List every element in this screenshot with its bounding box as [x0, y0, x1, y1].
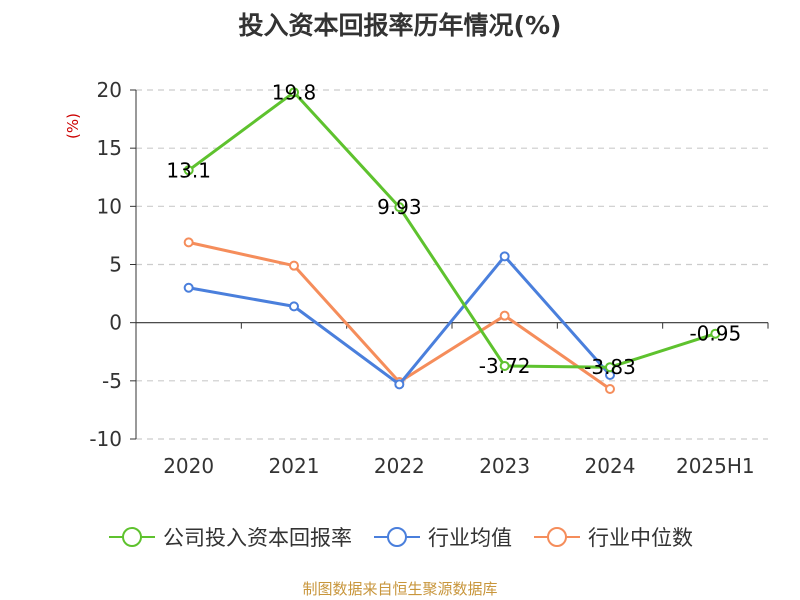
data-label: 19.8	[272, 80, 317, 104]
chart-title: 投入资本回报率历年情况(%)	[238, 11, 562, 40]
legend-item-industry-median[interactable]: 行业中位数	[532, 522, 693, 552]
data-point-company	[394, 202, 405, 213]
data-point-industry_median	[183, 237, 194, 248]
x-tick-label: 2023	[479, 454, 530, 478]
data-point-industry_median	[499, 310, 510, 321]
y-tick-label: -10	[89, 427, 122, 451]
series-line-company	[187, 90, 716, 369]
x-tick-label: 2022	[374, 454, 425, 478]
legend-label-industry-median: 行业中位数	[588, 526, 693, 550]
data-label: -0.95	[689, 322, 741, 346]
y-tick-label: 10	[97, 194, 122, 218]
legend-marker-industry-avg	[374, 527, 420, 547]
y-tick-label: 20	[97, 78, 122, 102]
legend-marker-industry-median	[534, 527, 580, 547]
data-label: 9.93	[377, 195, 422, 219]
data-point-industry_avg	[289, 301, 299, 312]
data-label: -3.72	[479, 354, 531, 378]
x-tick-label: 2020	[163, 454, 214, 478]
legend-label-industry-avg: 行业均值	[428, 526, 512, 550]
data-label: -3.83	[584, 355, 636, 379]
source-note: 制图数据来自恒生聚源数据库	[302, 580, 498, 598]
data-point-industry_median	[289, 260, 299, 271]
data-point-industry_median	[605, 383, 615, 394]
y-tick-label: 5	[109, 253, 122, 277]
x-tick-label: 2024	[585, 454, 636, 478]
data-point-company	[499, 360, 510, 371]
data-point-company	[183, 165, 194, 176]
y-axis-label: (%)	[64, 113, 82, 139]
y-tick-label: -5	[102, 369, 122, 393]
data-point-company	[605, 362, 615, 373]
y-tick-label: 0	[109, 311, 122, 335]
legend-label-company: 公司投入资本回报率	[163, 526, 352, 550]
y-tick-label: 15	[97, 136, 122, 160]
data-point-industry_avg	[499, 251, 510, 262]
x-tick-label: 2025H1	[676, 454, 755, 478]
legend-item-industry-avg[interactable]: 行业均值	[372, 522, 512, 552]
data-point-industry_avg	[394, 379, 405, 390]
data-point-industry_avg	[183, 282, 194, 293]
legend-marker-company	[109, 527, 155, 547]
legend-item-company[interactable]: 公司投入资本回报率	[107, 522, 352, 552]
data-point-company	[289, 87, 299, 98]
x-tick-label: 2021	[269, 454, 320, 478]
legend: 公司投入资本回报率 行业均值 行业中位数	[0, 520, 800, 554]
data-label: 13.1	[166, 158, 211, 182]
data-point-company	[710, 328, 721, 339]
